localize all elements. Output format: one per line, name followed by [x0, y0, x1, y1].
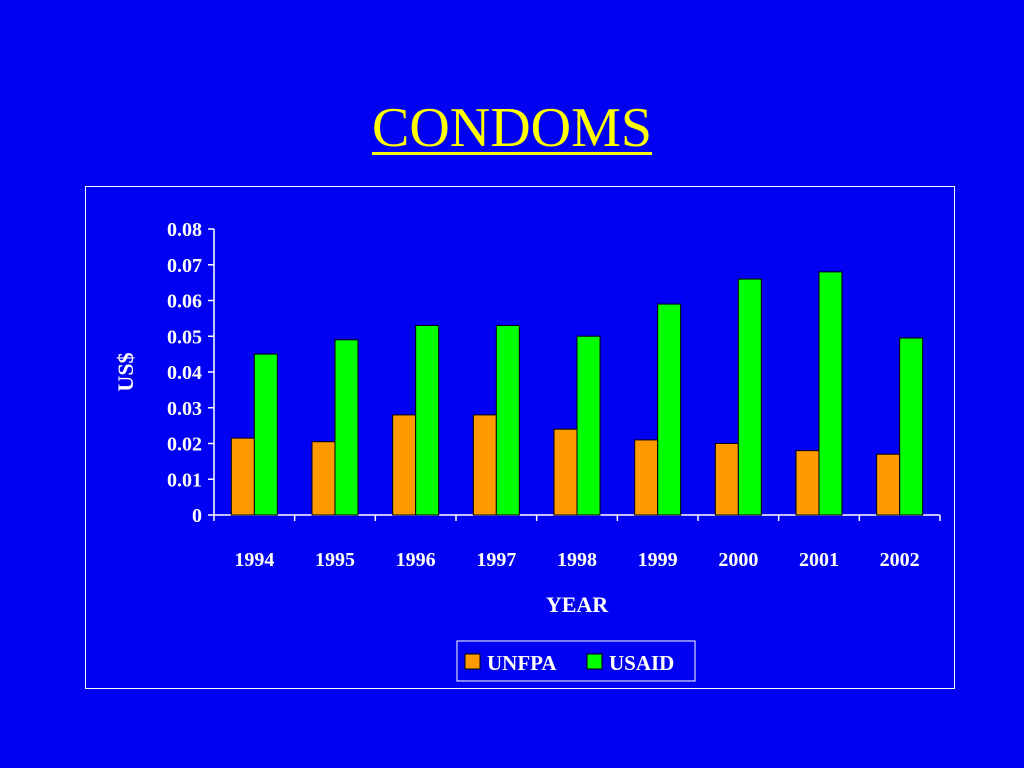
legend-label-unfpa: UNFPA: [487, 651, 557, 675]
bar-usaid-1995: [334, 339, 359, 516]
bars: [230, 271, 924, 516]
x-axis-title: YEAR: [546, 592, 609, 617]
x-tick-label: 1994: [234, 549, 274, 571]
bar-unfpa-1999: [634, 439, 659, 516]
y-tick-label: 0.02: [167, 434, 202, 456]
y-tick-label: 0.08: [167, 219, 202, 241]
y-axis: 0 0.01 0.02 0.03 0.04 0.05 0.06 0.07 0.08: [167, 219, 215, 527]
x-tick-label: 1997: [476, 549, 516, 571]
bar-unfpa-2002: [876, 453, 901, 516]
x-tick-label: 1998: [557, 549, 597, 571]
legend: UNFPA USAID: [456, 640, 696, 682]
bar-usaid-1999: [657, 303, 682, 516]
bar-usaid-1998: [576, 335, 601, 516]
bar-unfpa-1995: [311, 441, 336, 516]
y-tick-label: 0: [192, 505, 202, 527]
x-tick-label: 2001: [799, 549, 839, 571]
bar-unfpa-1996: [392, 414, 417, 516]
legend-box: [456, 640, 696, 682]
y-tick-label: 0.03: [167, 398, 202, 420]
bar-usaid-1997: [495, 325, 520, 516]
y-axis-title: US$: [113, 352, 138, 391]
y-tick-label: 0.04: [167, 362, 202, 384]
bar-usaid-1996: [415, 325, 440, 516]
bar-unfpa-1994: [230, 437, 255, 516]
bar-unfpa-1997: [472, 414, 497, 516]
x-tick-label: 1995: [315, 549, 355, 571]
x-tick-label: 1999: [638, 549, 678, 571]
x-axis: 1994 1995 1996 1997 1998 1999 2000 2001 2002: [213, 514, 941, 571]
bar-usaid-2002: [899, 337, 924, 516]
x-tick-label: 2002: [880, 549, 920, 571]
slide-title: CONDOMS: [371, 97, 653, 159]
bar-unfpa-2001: [795, 450, 820, 516]
bar-usaid-1994: [253, 353, 278, 516]
bar-usaid-2001: [818, 271, 843, 516]
legend-swatch-usaid: [586, 653, 603, 670]
bar-unfpa-1998: [553, 428, 578, 516]
chart-frame: [85, 186, 955, 689]
bar-usaid-2000: [737, 278, 762, 516]
x-tick-label: 1996: [396, 549, 436, 571]
y-tick-label: 0.07: [167, 255, 202, 277]
y-tick-label: 0.01: [167, 469, 202, 491]
bar-unfpa-2000: [714, 443, 739, 516]
y-tick-label: 0.06: [167, 291, 202, 313]
legend-swatch-unfpa: [464, 653, 481, 670]
legend-label-usaid: USAID: [609, 651, 674, 675]
y-tick-label: 0.05: [167, 326, 202, 348]
x-tick-label: 2000: [718, 549, 758, 571]
